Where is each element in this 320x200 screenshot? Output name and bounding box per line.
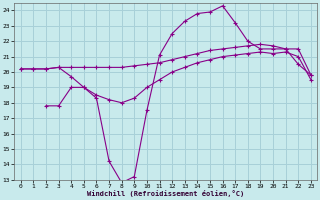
X-axis label: Windchill (Refroidissement éolien,°C): Windchill (Refroidissement éolien,°C) <box>87 190 244 197</box>
